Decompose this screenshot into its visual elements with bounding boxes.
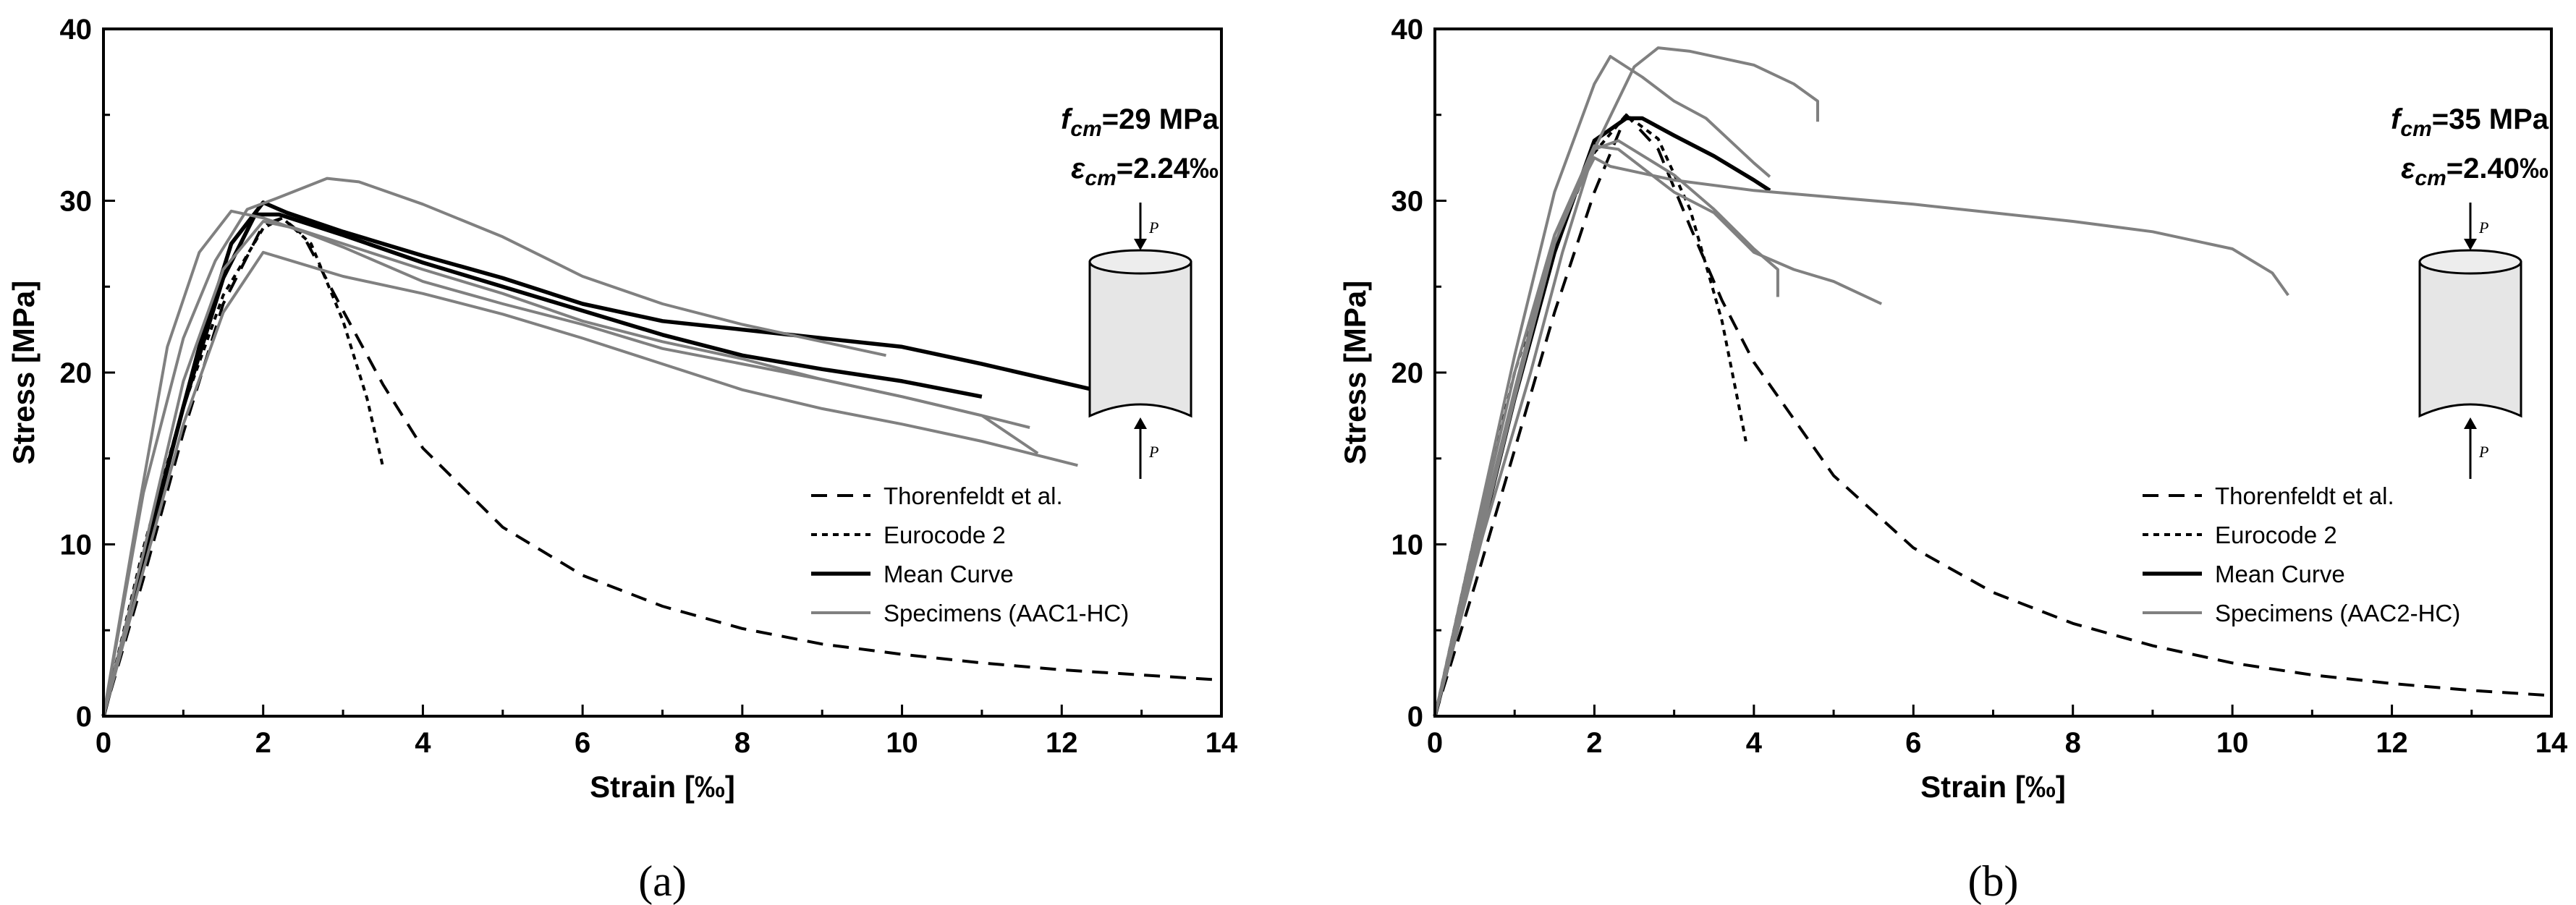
- series-line-2: [1433, 113, 1747, 717]
- legend: Thorenfeldt et al. Eurocode 2 Mean Curve Sp…: [811, 483, 1129, 626]
- strength-annotation: fcm=29 MPa εcm=2.24‰: [1061, 103, 1219, 190]
- series-line-4: [101, 200, 1095, 717]
- legend-label: Eurocode 2: [884, 522, 1006, 548]
- series-group: [101, 177, 1222, 717]
- y-tick-label: 30: [60, 186, 93, 218]
- y-tick-label: 10: [60, 530, 93, 561]
- series-line-8: [102, 220, 1039, 717]
- x-tick-label: 14: [1206, 727, 1238, 759]
- y-tick-label: 30: [1391, 186, 1424, 218]
- legend-label: Eurocode 2: [2215, 522, 2337, 548]
- y-tick-label: 20: [1391, 357, 1424, 389]
- load-label-bottom: P: [2478, 443, 2488, 461]
- x-tick-label: 14: [2535, 727, 2568, 759]
- x-tick-label: 6: [1905, 727, 1921, 759]
- cylinder-specimen-icon: PP: [2418, 203, 2522, 479]
- cylinder-top: [2418, 249, 2522, 275]
- chart-panel-a: 0 2 4 6 8 10 12 14 0 10 20 30 40 Strain [‰] Stress [MP…: [7, 14, 1238, 905]
- x-tick-label: 8: [734, 727, 750, 759]
- load-label-top: P: [1148, 218, 1158, 237]
- x-tick-label: 4: [415, 727, 431, 759]
- series-line-6: [1433, 156, 2289, 717]
- y-tick-label: 40: [1391, 14, 1424, 46]
- legend-label: Thorenfeldt et al.: [2215, 483, 2394, 509]
- cylinder-body: [2418, 260, 2522, 418]
- panel-label: (b): [1968, 857, 2019, 905]
- load-arrow-top-head: [2464, 239, 2477, 250]
- ecm-annotation: εcm=2.40‰: [2401, 153, 2549, 190]
- x-tick-label: 0: [1427, 727, 1443, 759]
- y-tick-label: 0: [1407, 701, 1423, 733]
- series-line-8: [1433, 144, 1883, 717]
- y-axis-title: Stress [MPa]: [1338, 281, 1372, 464]
- load-arrow-bottom-head: [1134, 417, 1147, 429]
- series-line-5: [102, 177, 886, 717]
- x-axis: 0 2 4 6 8 10 12 14: [96, 705, 1238, 759]
- series-group: [1433, 46, 2552, 717]
- series-line-4: [1433, 55, 1771, 717]
- load-label-bottom: P: [1148, 443, 1158, 461]
- x-tick-label: 0: [96, 727, 111, 759]
- x-tick-label: 4: [1746, 727, 1763, 759]
- load-label-top: P: [2478, 218, 2488, 237]
- series-line-3: [1433, 116, 1771, 717]
- x-axis-title: Strain [‰]: [1920, 770, 2066, 804]
- y-tick-label: 0: [76, 701, 92, 733]
- y-tick-label: 10: [1391, 530, 1424, 561]
- x-tick-label: 12: [1046, 727, 1078, 759]
- x-tick-label: 6: [575, 727, 590, 759]
- legend-label: Specimens (AAC2-HC): [2215, 600, 2460, 626]
- series-line-1: [1433, 113, 2552, 717]
- legend-label: Mean Curve: [2215, 561, 2345, 587]
- x-tick-label: 10: [886, 727, 918, 759]
- series-line-6: [102, 209, 1030, 717]
- x-axis: 0 2 4 6 8 10 12 14: [1427, 705, 2568, 759]
- legend: Thorenfeldt et al. Eurocode 2 Mean Curve Sp…: [2143, 483, 2460, 626]
- chart-panel-b: 0 2 4 6 8 10 12 14 0 10 20 30 40 Strain [‰] Stress [MP…: [1338, 14, 2568, 905]
- x-tick-label: 10: [2216, 727, 2249, 759]
- series-line-5: [1433, 46, 1819, 717]
- cylinder-specimen-icon: PP: [1088, 203, 1192, 479]
- x-tick-label: 2: [255, 727, 271, 759]
- cylinder-body: [1088, 260, 1192, 418]
- legend-label: Thorenfeldt et al.: [884, 483, 1063, 509]
- legend-label: Specimens (AAC1-HC): [884, 600, 1129, 626]
- strength-annotation: fcm=35 MPa εcm=2.40‰: [2391, 103, 2549, 190]
- series-line-7: [102, 250, 1078, 717]
- cylinder-top: [1088, 249, 1192, 275]
- load-arrow-top-head: [1134, 239, 1147, 250]
- load-arrow-bottom-head: [2464, 417, 2477, 429]
- series-line-1: [102, 216, 1222, 717]
- ecm-annotation: εcm=2.24‰: [1071, 153, 1219, 190]
- x-axis-title: Strain [‰]: [590, 770, 735, 804]
- y-axis-title: Stress [MPa]: [7, 281, 41, 464]
- x-tick-label: 2: [1586, 727, 1602, 759]
- x-tick-label: 8: [2065, 727, 2081, 759]
- y-axis: 0 10 20 30 40: [1391, 14, 1446, 733]
- x-tick-label: 12: [2376, 727, 2408, 759]
- fcm-annotation: fcm=29 MPa: [1061, 103, 1219, 141]
- y-axis: 0 10 20 30 40: [60, 14, 115, 733]
- fcm-annotation: fcm=35 MPa: [2391, 103, 2549, 141]
- y-tick-label: 40: [60, 14, 93, 46]
- legend-label: Mean Curve: [884, 561, 1014, 587]
- panel-label: (a): [638, 857, 687, 905]
- y-tick-label: 20: [60, 357, 93, 389]
